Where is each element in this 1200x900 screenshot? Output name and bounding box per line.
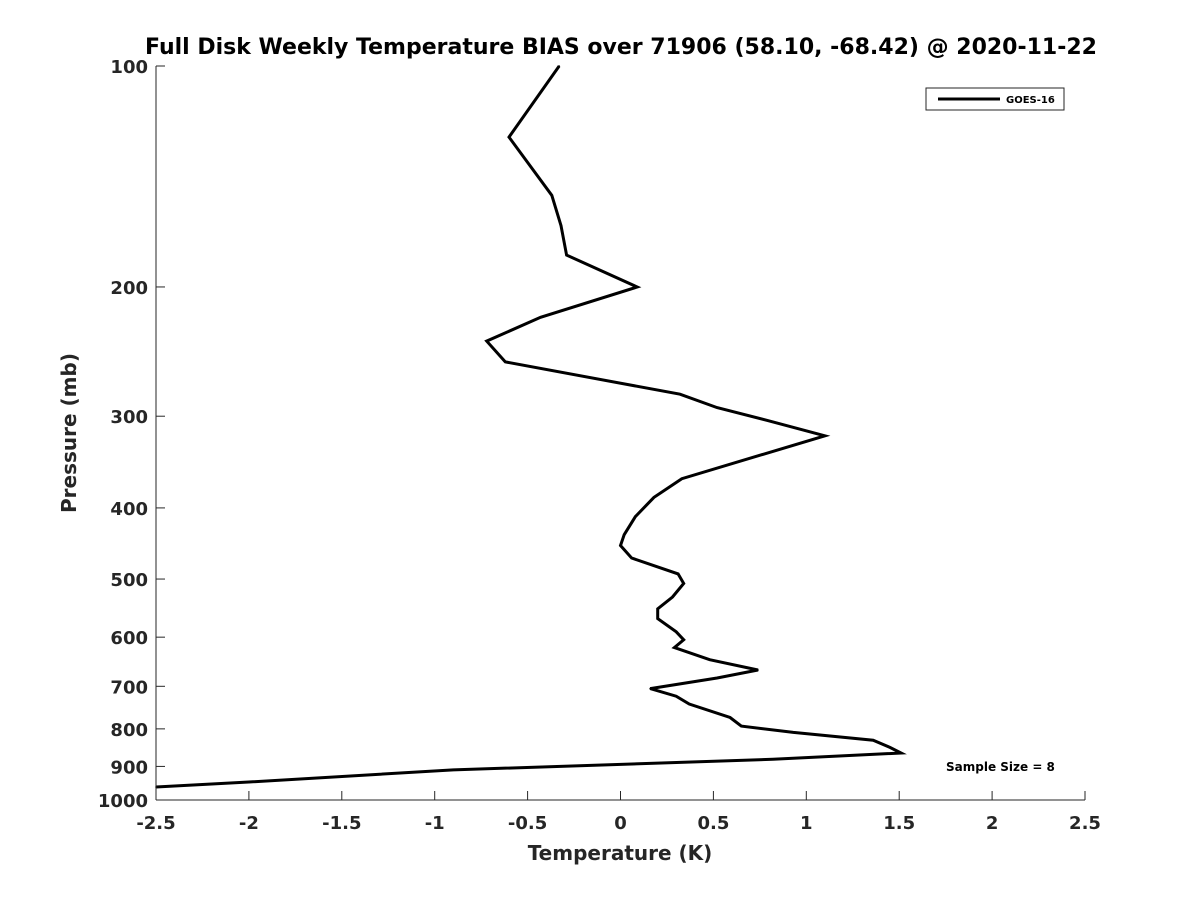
data-point xyxy=(716,406,718,409)
data-point xyxy=(679,393,681,396)
data-point xyxy=(504,361,507,363)
data-point xyxy=(675,631,677,633)
y-tick-label: 200 xyxy=(110,278,148,299)
x-tick-label: 1.5 xyxy=(883,813,915,834)
data-point xyxy=(560,224,562,227)
y-tick-label: 800 xyxy=(110,720,148,741)
data-point xyxy=(824,435,826,437)
series-layer xyxy=(155,65,907,789)
y-axis-label: Pressure (mb) xyxy=(57,353,81,513)
data-point xyxy=(452,769,455,771)
x-tick-label: -0.5 xyxy=(508,813,547,834)
data-point xyxy=(656,608,659,610)
y-ticks: 100 200 300 400 500 600 700 800 900 1000 xyxy=(98,57,165,812)
data-point xyxy=(872,739,874,741)
data-point xyxy=(508,136,510,138)
data-point xyxy=(900,752,902,754)
data-point xyxy=(539,316,542,319)
data-point xyxy=(716,677,718,679)
x-tick-label: -2 xyxy=(239,813,259,834)
x-tick-label: 1 xyxy=(800,813,813,834)
legend: GOES-16 xyxy=(925,87,1065,111)
y-tick-label: 500 xyxy=(110,570,148,591)
data-point xyxy=(485,340,488,342)
data-point xyxy=(248,781,250,783)
data-point xyxy=(766,419,769,422)
series-line-goes-16 xyxy=(155,65,907,789)
plot-area: -2.5 -2 -1.5 -1 -0.5 0 0.5 1 1.5 2 2.5 100 200 300 40… xyxy=(98,57,1101,834)
data-point xyxy=(682,582,685,585)
data-point xyxy=(675,695,677,697)
data-point xyxy=(889,746,891,749)
data-point xyxy=(757,669,759,671)
data-point xyxy=(740,725,743,727)
data-point xyxy=(636,286,638,288)
y-tick-label: 400 xyxy=(110,499,148,520)
data-point xyxy=(551,194,553,197)
data-point xyxy=(671,596,674,598)
data-point xyxy=(630,557,633,559)
data-point xyxy=(708,658,711,661)
x-tick-label: 0.5 xyxy=(697,813,729,834)
data-point xyxy=(558,65,560,67)
data-point xyxy=(673,646,676,649)
data-point xyxy=(634,515,637,518)
x-ticks: -2.5 -2 -1.5 -1 -0.5 0 0.5 1 1.5 2 2.5 xyxy=(136,791,1101,834)
data-point xyxy=(682,639,685,641)
x-tick-label: -1 xyxy=(425,813,445,834)
x-tick-label: 0 xyxy=(614,813,627,834)
data-point xyxy=(729,716,731,719)
data-point xyxy=(623,533,625,536)
data-point xyxy=(656,617,659,620)
data-point xyxy=(681,477,683,480)
data-point xyxy=(677,573,679,575)
y-tick-label: 300 xyxy=(110,407,148,428)
y-tick-label: 700 xyxy=(110,677,148,698)
y-tick-label: 900 xyxy=(110,757,148,778)
sample-size-annotation: Sample Size = 8 xyxy=(946,760,1055,774)
y-tick-label: 100 xyxy=(110,57,148,78)
y-tick-label: 1000 xyxy=(98,791,148,812)
x-tick-label: -2.5 xyxy=(136,813,175,834)
data-point xyxy=(565,254,568,256)
x-tick-label: -1.5 xyxy=(322,813,361,834)
data-point xyxy=(792,731,795,734)
data-point xyxy=(619,544,622,547)
data-point xyxy=(772,758,774,761)
data-point xyxy=(688,703,690,705)
x-axis-label: Temperature (K) xyxy=(528,841,713,865)
data-point xyxy=(653,496,655,499)
legend-label-goes-16: GOES-16 xyxy=(1006,95,1055,106)
y-tick-label: 600 xyxy=(110,628,148,649)
x-tick-label: 2.5 xyxy=(1069,813,1101,834)
data-point xyxy=(649,687,651,690)
x-tick-label: 2 xyxy=(986,813,999,834)
chart-title: Full Disk Weekly Temperature BIAS over 7… xyxy=(145,35,1097,60)
